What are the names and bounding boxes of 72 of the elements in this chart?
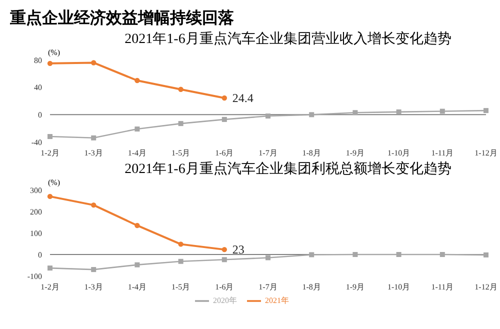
point — [178, 86, 184, 92]
data-label: 24.4 — [232, 90, 254, 105]
point — [484, 108, 488, 114]
data-label: 23 — [232, 242, 244, 257]
point — [440, 108, 445, 114]
point — [91, 202, 96, 208]
x-tick-label: 1-6月 — [215, 148, 234, 158]
point — [48, 266, 52, 271]
y-tick-label: 40 — [34, 83, 42, 92]
point — [178, 258, 184, 264]
x-tick-label: 1-9月 — [346, 148, 365, 158]
point — [91, 60, 96, 66]
chart-title: 2021年1-6月重点汽车企业集团利税总额增长变化趋势 — [124, 160, 452, 178]
x-tick-label: 1-5月 — [171, 282, 190, 292]
x-tick-label: 1-4月 — [128, 148, 147, 158]
legend-label: 2021年 — [265, 296, 289, 305]
x-tick-label: 1-2月 — [40, 282, 60, 292]
chart-subtitle: 2021年1-6月重点汽车企业集团营业收入增长变化趋势 — [124, 30, 452, 48]
point — [396, 109, 402, 114]
y-axis-title: (%) — [48, 178, 60, 187]
point — [222, 246, 227, 252]
point — [396, 252, 402, 257]
point — [222, 116, 227, 122]
x-tick-label: 1-8月 — [302, 282, 321, 292]
point — [48, 134, 52, 140]
x-tick-label: 1-7月 — [258, 282, 278, 292]
y-tick-label: 0 — [38, 110, 42, 120]
x-tick-label: 1-3月 — [84, 148, 103, 158]
y-tick-label: 0 — [38, 250, 42, 260]
point — [47, 194, 53, 200]
y-axis-title: (%) — [48, 48, 60, 57]
point — [134, 262, 140, 268]
x-tick-label: 1-12月 — [474, 148, 498, 158]
x-tick-label: 1-3月 — [84, 282, 103, 292]
x-tick-label: 1-7月 — [258, 148, 278, 158]
legend-label: 2020年 — [213, 296, 237, 305]
point — [178, 242, 184, 247]
point — [91, 135, 96, 140]
point — [134, 126, 140, 132]
y-tick-label: 300 — [30, 186, 42, 195]
x-tick-label: 1-4月 — [128, 282, 147, 292]
y-tick-label: 80 — [34, 56, 42, 65]
point — [266, 255, 270, 260]
y-tick-label: 200 — [30, 207, 42, 216]
y-tick-label: -100 — [27, 272, 42, 281]
point — [309, 112, 314, 118]
point — [484, 252, 488, 258]
chart-title: 重点企业经济效益增幅持续回落 — [9, 8, 235, 29]
point — [222, 95, 227, 101]
point — [178, 121, 184, 126]
point — [352, 252, 358, 257]
x-tick-label: 1-11月 — [431, 282, 454, 292]
y-tick-label: 100 — [30, 228, 42, 238]
point — [91, 267, 96, 272]
point — [134, 222, 140, 228]
y-tick-label: -40 — [31, 138, 42, 147]
x-tick-label: 1-10月 — [387, 148, 410, 158]
x-tick-label: 1-6月 — [215, 282, 234, 292]
x-tick-label: 1-12月 — [474, 282, 498, 292]
x-tick-label: 1-10月 — [387, 282, 410, 292]
point — [222, 257, 227, 262]
point — [440, 252, 445, 257]
point — [352, 110, 358, 116]
x-tick-label: 1-2月 — [40, 148, 60, 158]
point — [309, 252, 314, 258]
x-tick-label: 1-9月 — [346, 282, 365, 292]
x-tick-label: 1-11月 — [431, 148, 454, 158]
x-tick-label: 1-8月 — [302, 148, 321, 158]
point — [47, 60, 53, 66]
point — [266, 114, 270, 119]
point — [134, 78, 140, 84]
x-tick-label: 1-5月 — [171, 148, 190, 158]
